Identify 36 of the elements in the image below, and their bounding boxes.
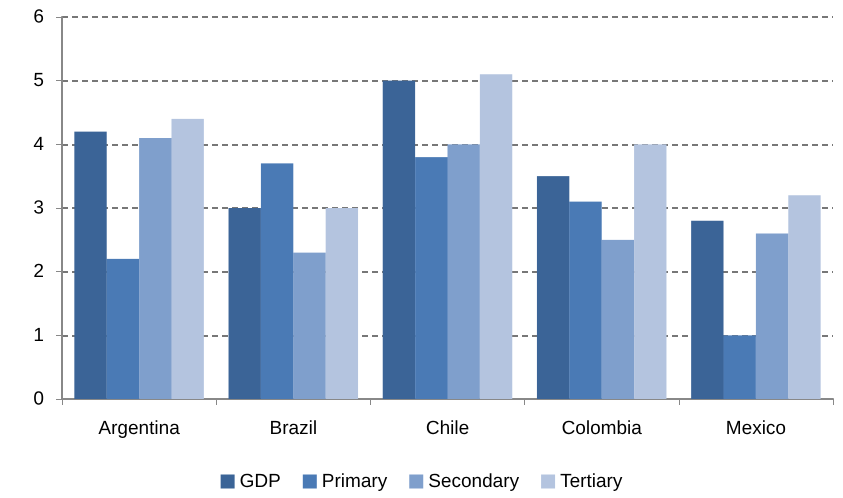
y-tick-label: 3: [33, 198, 44, 218]
bar: [382, 80, 416, 399]
y-tick-label: 2: [33, 261, 44, 282]
bar: [724, 335, 756, 399]
y-tick-label: 1: [33, 324, 44, 346]
y-tick-label: 5: [33, 70, 44, 92]
x-tick-label: Colombia: [562, 418, 642, 439]
legend-label: GDP: [240, 471, 281, 492]
y-tick-label: 0: [33, 388, 44, 410]
x-tick-label: Mexico: [726, 418, 786, 439]
legend-label: Secondary: [428, 471, 520, 492]
bar: [480, 74, 512, 399]
bar: [228, 208, 261, 399]
bar: [171, 118, 204, 399]
x-tick-label: Chile: [426, 418, 470, 439]
x-tick-label: Argentina: [98, 418, 180, 439]
legend-label: Primary: [322, 471, 388, 492]
bar: [756, 233, 788, 399]
bar: [260, 163, 294, 399]
y-tick-label: 6: [33, 6, 44, 28]
bar: [691, 220, 724, 399]
x-tick-label: Brazil: [270, 418, 318, 439]
bar: [326, 208, 358, 399]
bar: [536, 176, 570, 399]
bar: [602, 240, 634, 399]
bar: [415, 157, 448, 399]
bar: [448, 144, 480, 399]
bar: [634, 144, 666, 399]
bar: [139, 138, 172, 399]
bar: [74, 132, 107, 399]
bar: [788, 195, 821, 399]
y-tick-label: 4: [33, 134, 44, 155]
bar: [106, 258, 140, 399]
bar: [569, 202, 602, 399]
bar: [293, 252, 326, 399]
legend-label: Tertiary: [560, 471, 623, 492]
